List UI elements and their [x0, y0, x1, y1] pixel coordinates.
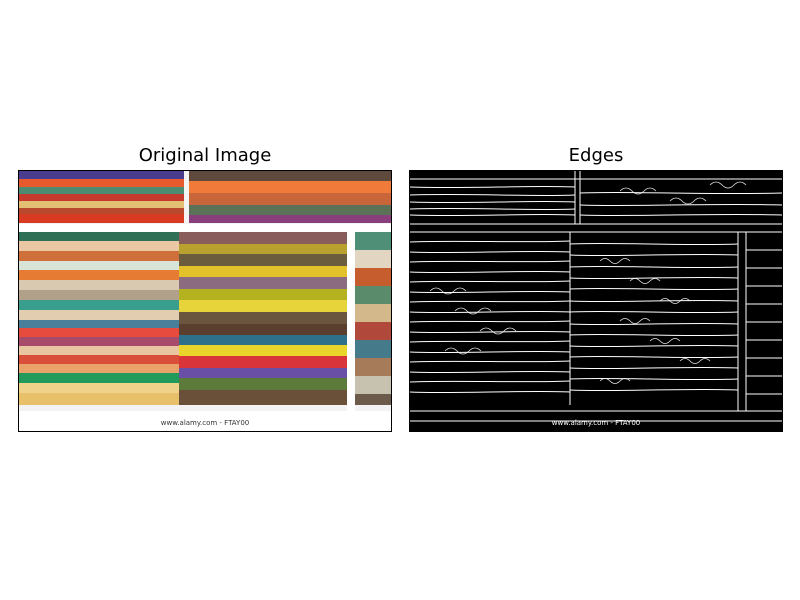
left-panel-title: Original Image	[138, 145, 272, 166]
right-panel-title: Edges	[568, 145, 624, 166]
fabric-stacks-image	[19, 171, 391, 431]
edges-image-panel: www.alamy.com - FTAY00	[409, 170, 783, 432]
watermark-caption-left: www.alamy.com - FTAY00	[160, 419, 250, 427]
edge-map	[410, 171, 782, 431]
watermark-caption-right: www.alamy.com - FTAY00	[551, 419, 641, 427]
original-image-panel: www.alamy.com - FTAY00	[18, 170, 392, 432]
